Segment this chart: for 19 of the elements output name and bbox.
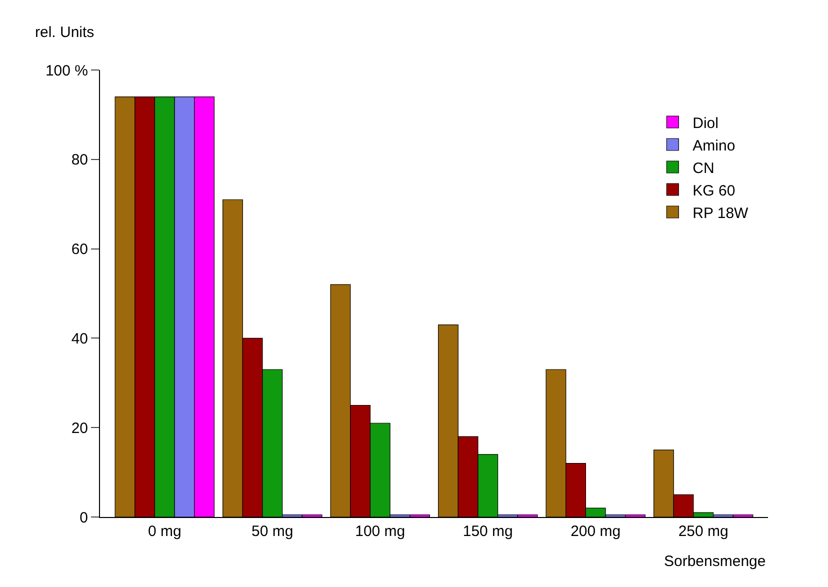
x-axis-title: Sorbensmenge	[664, 553, 766, 570]
y-tick-label: 20	[71, 420, 88, 437]
x-tick-label: 100 mg	[355, 523, 406, 540]
legend-label: Diol	[692, 114, 718, 132]
y-tick-label: 60	[71, 241, 88, 258]
y-axis-title: rel. Units	[35, 24, 94, 41]
legend-label: Amino	[692, 137, 736, 154]
x-tick-label: 250 mg	[678, 523, 728, 540]
legend-label: CN	[692, 160, 714, 177]
x-tick-label: 0 mg	[148, 523, 182, 540]
legend-label: RP 18W	[692, 204, 750, 222]
y-tick-label: 100 %	[45, 62, 88, 80]
x-tick-label: 150 mg	[462, 523, 513, 540]
x-tick-label: 50 mg	[252, 523, 294, 540]
legend-label: KG 60	[692, 182, 736, 200]
y-tick-label: 40	[71, 330, 88, 348]
y-tick-label: 0	[80, 509, 88, 526]
y-tick-label: 80	[71, 152, 88, 169]
x-tick-label: 200 mg	[570, 523, 621, 540]
